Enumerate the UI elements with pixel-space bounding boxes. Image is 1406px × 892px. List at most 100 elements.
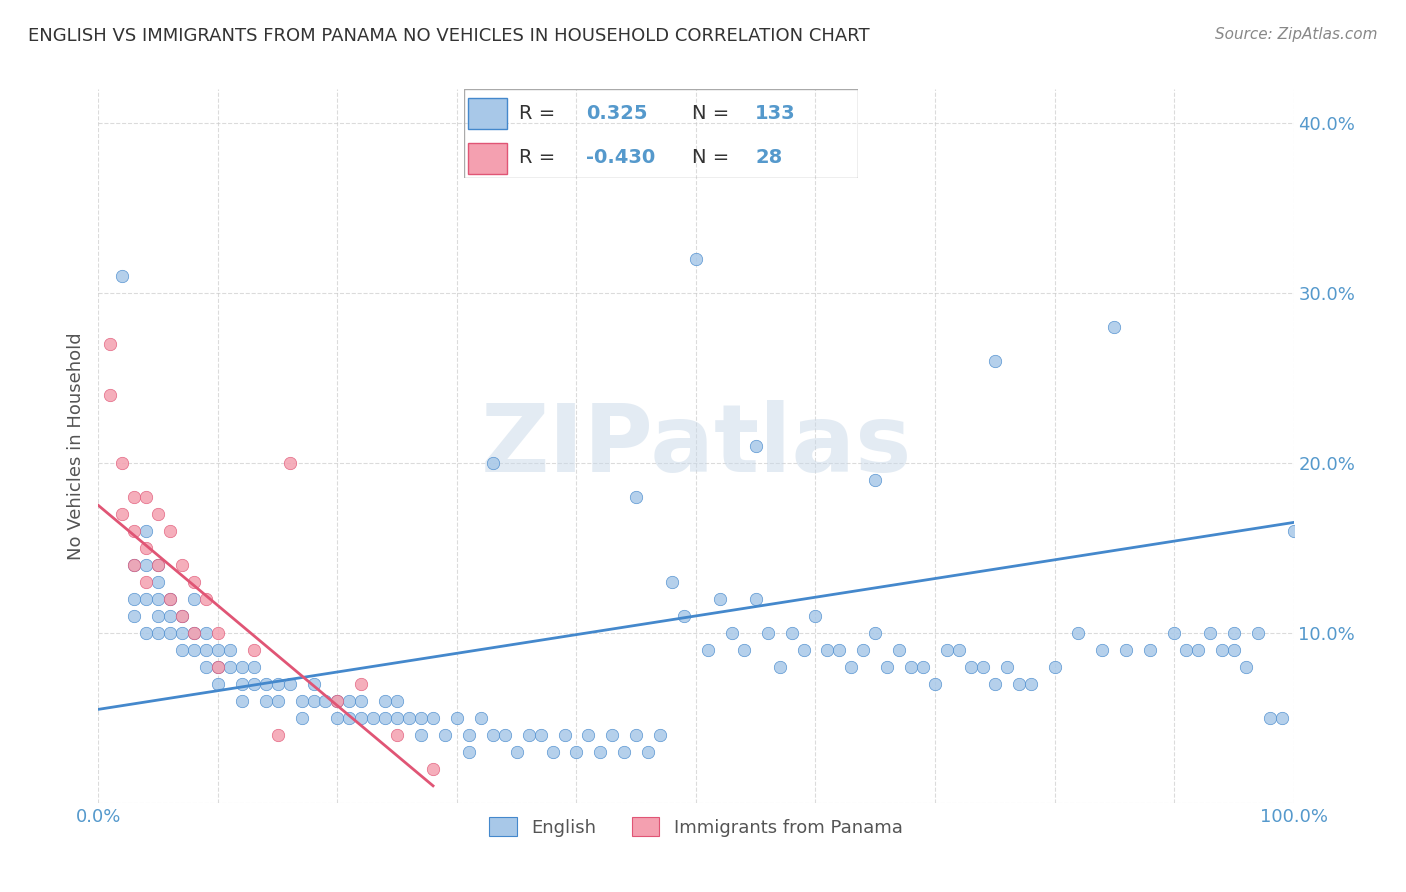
Point [207,677,229,691]
Point [385,711,409,725]
Point [995,660,1018,674]
Point [721,626,744,640]
Point [613,745,636,759]
Point [350,711,373,725]
Point [124,490,146,504]
Text: ZIPatlas: ZIPatlas [481,400,911,492]
Point [1104,320,1126,334]
Point [673,608,696,623]
Point [159,591,181,606]
Point [578,728,600,742]
Text: ENGLISH VS IMMIGRANTS FROM PANAMA NO VEHICLES IN HOUSEHOLD CORRELATION CHART: ENGLISH VS IMMIGRANTS FROM PANAMA NO VEH… [28,27,870,45]
Point [148,558,170,572]
FancyBboxPatch shape [468,143,508,174]
Point [530,728,553,742]
Point [98,388,122,402]
Point [159,626,181,640]
Point [385,694,409,708]
Point [1175,643,1198,657]
Point [852,643,875,657]
Point [815,643,838,657]
Text: R =: R = [519,148,555,168]
Point [172,608,194,623]
Point [541,745,564,759]
Point [434,728,457,742]
Point [350,694,373,708]
Point [219,660,242,674]
Point [481,728,505,742]
Y-axis label: No Vehicles in Household: No Vehicles in Household [66,332,84,560]
Point [148,507,170,521]
Point [1271,711,1294,725]
Point [291,711,314,725]
Point [267,728,290,742]
Text: R =: R = [519,103,555,123]
Point [756,626,779,640]
Point [984,677,1007,691]
Point [98,337,122,351]
Point [422,762,444,776]
Point [936,643,959,657]
Point [302,694,325,708]
FancyBboxPatch shape [468,98,508,129]
Point [626,490,648,504]
Point [1223,626,1246,640]
Text: N =: N = [692,103,730,123]
Point [470,711,492,725]
Point [135,558,157,572]
Point [159,591,181,606]
Point [219,643,242,657]
Point [506,745,529,759]
Point [135,541,157,555]
Point [948,643,970,657]
Text: 0.325: 0.325 [586,103,648,123]
Point [828,643,851,657]
Text: -0.430: -0.430 [586,148,655,168]
Point [984,354,1007,368]
Point [278,677,301,691]
Point [124,591,146,606]
Point [1199,626,1222,640]
Point [411,711,433,725]
Point [1139,643,1161,657]
Point [626,728,648,742]
Point [1258,711,1281,725]
Text: 133: 133 [755,103,796,123]
Point [685,252,707,266]
Point [195,591,218,606]
Point [243,643,266,657]
Point [135,574,157,589]
Point [1234,660,1257,674]
Point [339,694,361,708]
Point [374,711,396,725]
Point [326,694,349,708]
Point [1019,677,1042,691]
Point [841,660,863,674]
Point [648,728,672,742]
Point [1067,626,1090,640]
Point [494,728,516,742]
Point [745,591,768,606]
Point [326,694,349,708]
Point [768,660,790,674]
Text: N =: N = [692,148,730,168]
Point [745,439,768,453]
Point [1211,643,1233,657]
Point [1163,626,1185,640]
Point [733,643,755,657]
Point [195,643,218,657]
Point [124,608,146,623]
Point [315,694,337,708]
Point [398,711,420,725]
Point [661,574,683,589]
Point [374,694,396,708]
Point [363,711,385,725]
Point [148,558,170,572]
Point [172,558,194,572]
Point [172,643,194,657]
Point [911,660,934,674]
Point [924,677,946,691]
Point [195,660,218,674]
Point [111,456,134,470]
Point [291,694,314,708]
